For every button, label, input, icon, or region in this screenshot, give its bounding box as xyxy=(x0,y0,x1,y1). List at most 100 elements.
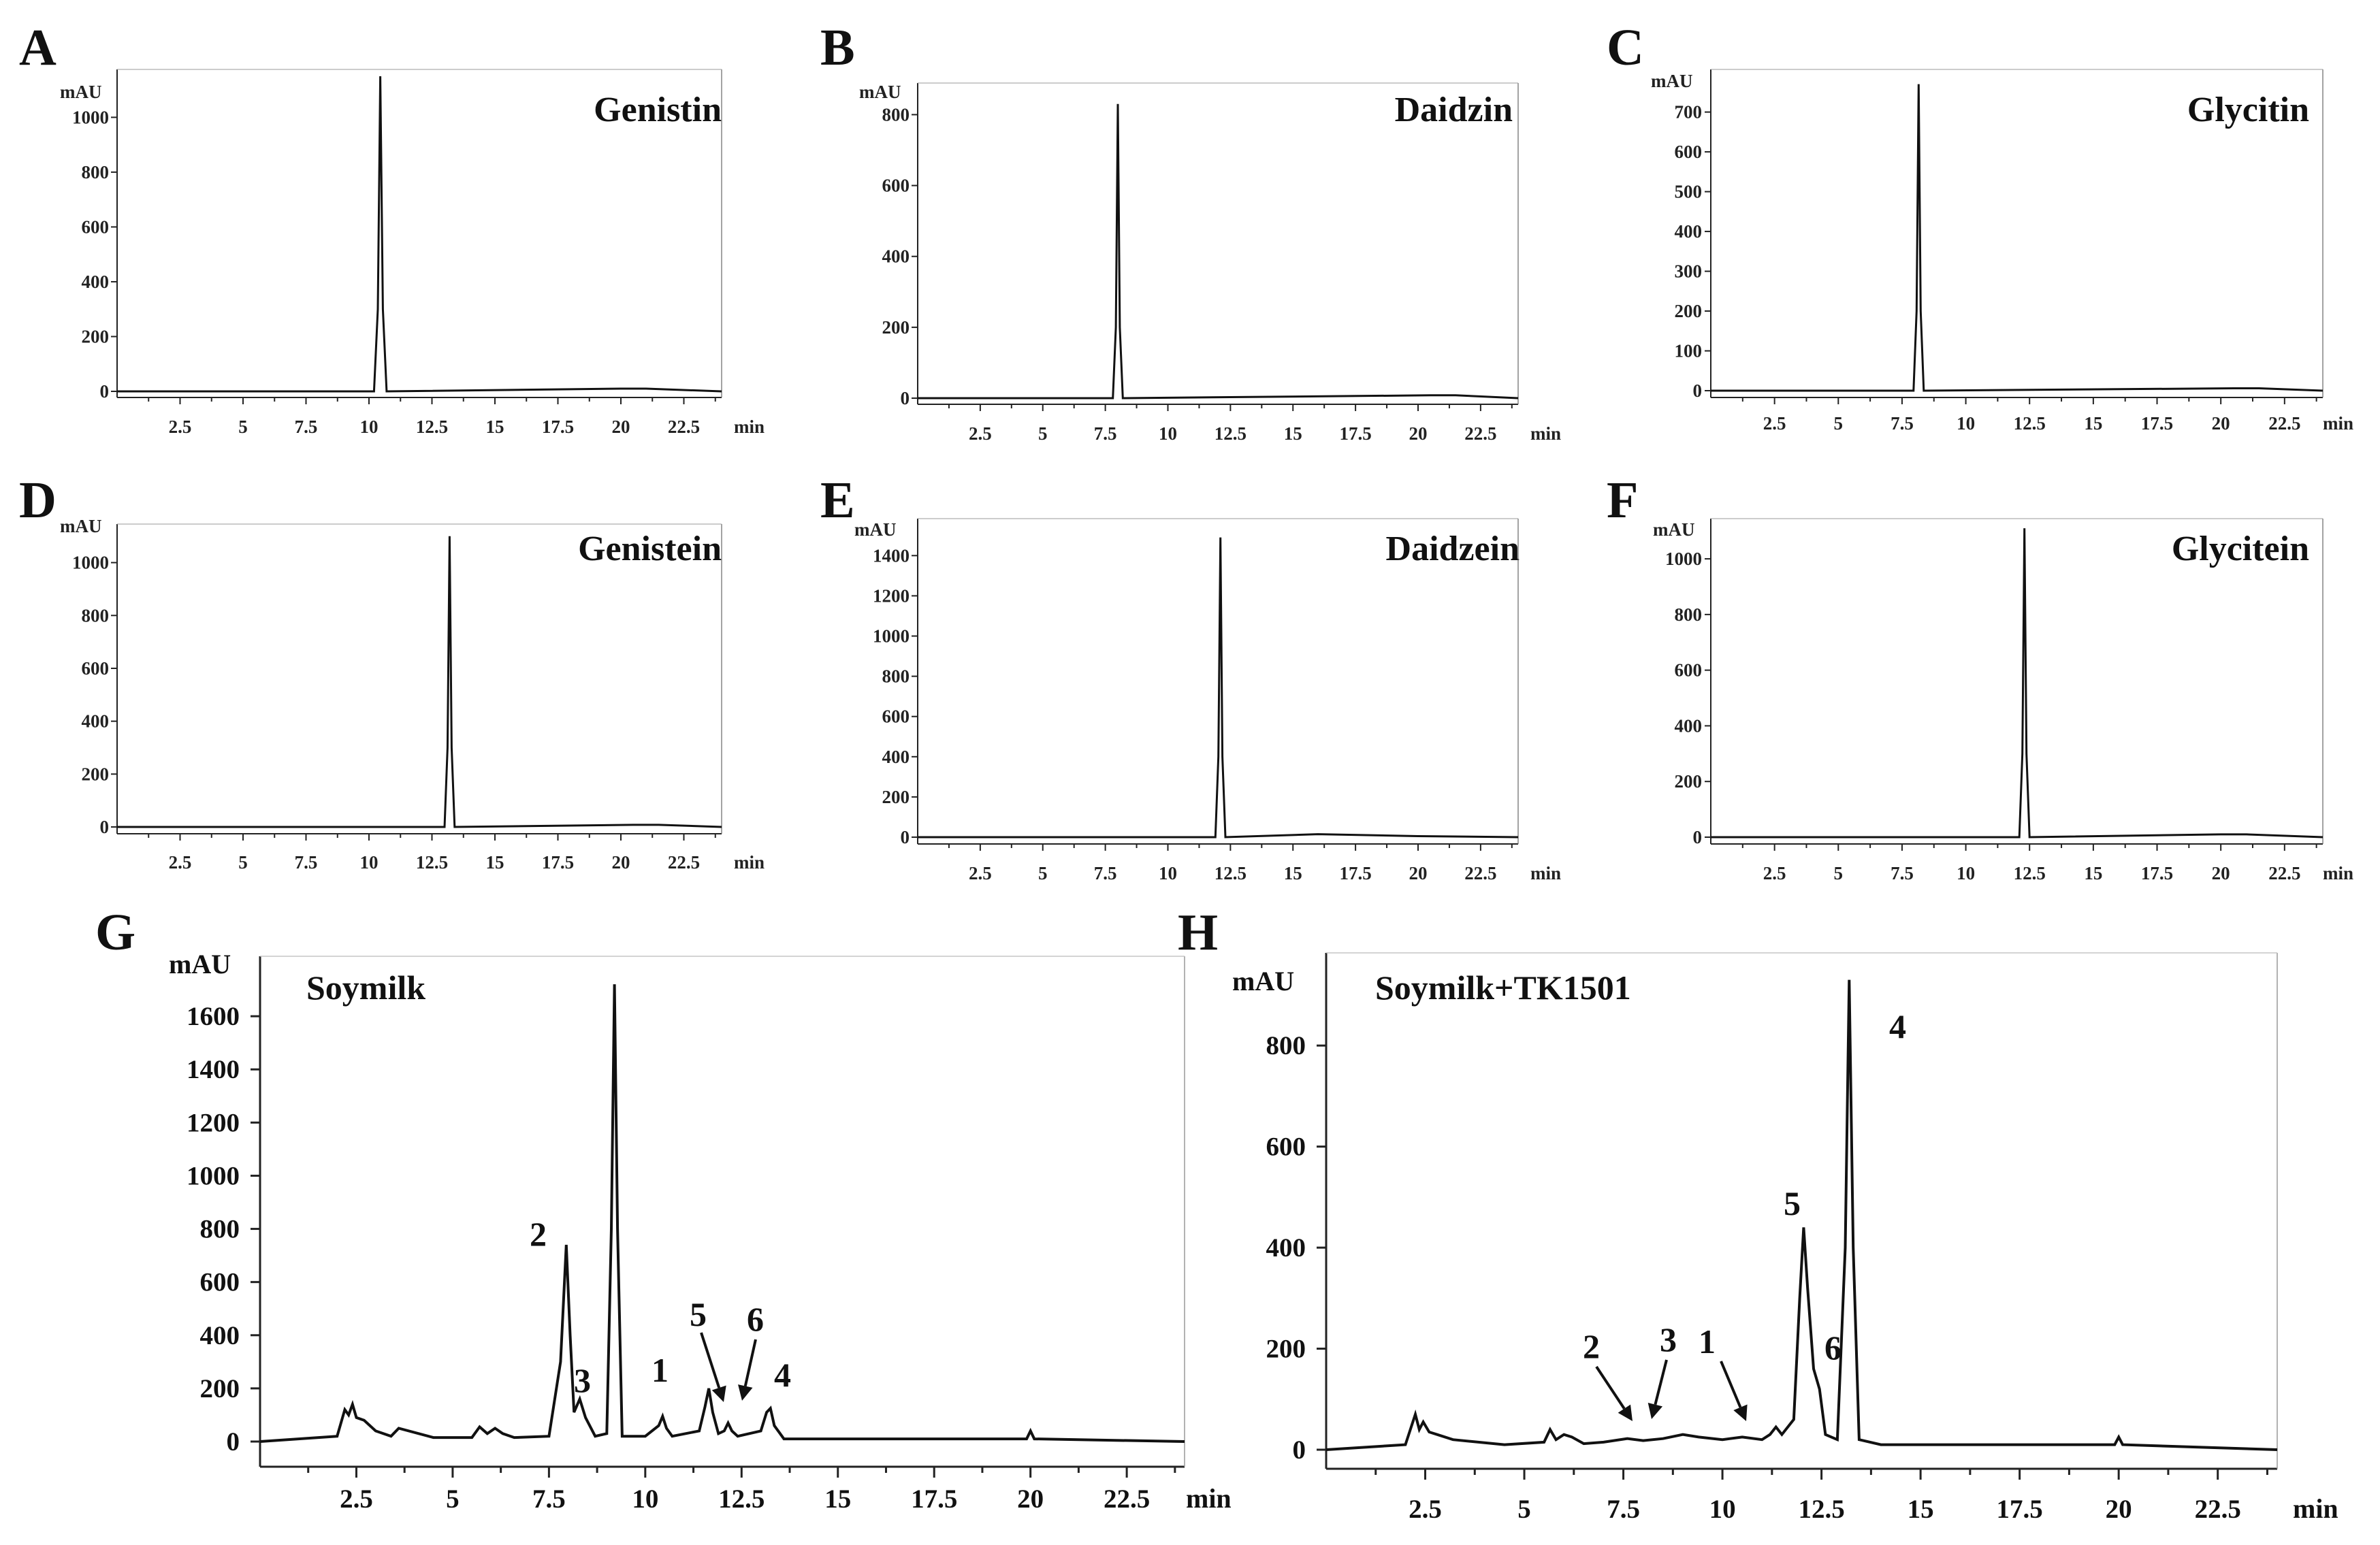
panel-letter: E xyxy=(820,472,855,529)
chromatogram-trace xyxy=(117,536,722,828)
x-tick-label: 15 xyxy=(2084,863,2102,883)
x-tick-label: 5 xyxy=(1038,423,1048,444)
y-tick-labels: 0 200 400 600 800 xyxy=(1266,1031,1306,1465)
x-tick-label: 10 xyxy=(1957,863,1975,883)
x-tick-label: 22.5 xyxy=(1464,423,1496,444)
x-tick-label: 2.5 xyxy=(969,863,992,883)
y-tick-label: 100 xyxy=(1675,341,1703,361)
compound-label: Genistin xyxy=(594,91,722,129)
y-tick-label: 1200 xyxy=(873,585,910,606)
x-tick-label: 17.5 xyxy=(542,417,574,437)
panel-d-genistein: D Genistein mAU min 0 200 400 600 800 1000 2.… xyxy=(19,472,765,873)
compound-label: Daidzein xyxy=(1386,530,1520,568)
x-tick-label: 20 xyxy=(2106,1495,2132,1524)
y-tick-label: 400 xyxy=(882,747,910,767)
arrow-peak-5 xyxy=(700,1332,726,1402)
arrow-peak-3 xyxy=(1647,1359,1668,1419)
compound-label: Soymilk+TK1501 xyxy=(1375,969,1631,1007)
panel-b-daidzin: B Daidzin mAU min 0 200 400 600 800 2.5 5 7.5 1… xyxy=(820,19,1561,444)
x-tick-label: 17.5 xyxy=(2141,863,2173,883)
x-tick-label: 2.5 xyxy=(1763,863,1786,883)
panel-a-genistin: A Genistin mAU min 0 200 400 600 800 1000 2.5… xyxy=(19,19,765,437)
axes xyxy=(251,956,1185,1478)
peak-label-6: 6 xyxy=(1824,1329,1842,1367)
panel-f-glycitein: F Glycitein mAU min 0 200 400 600 800 1000 2.… xyxy=(1607,472,2353,883)
y-tick-label: 400 xyxy=(1675,221,1703,242)
y-tick-label: 0 xyxy=(1293,1435,1306,1465)
x-axis-unit: min xyxy=(2323,413,2353,434)
x-tick-label: 2.5 xyxy=(169,417,192,437)
y-axis-unit: mAU xyxy=(1653,519,1695,540)
x-tick-label: 17.5 xyxy=(911,1484,957,1514)
y-axis-unit: mAU xyxy=(169,949,231,979)
x-tick-label: 22.5 xyxy=(1104,1484,1150,1514)
y-tick-labels: 0 200 400 600 800 1000 xyxy=(72,553,109,837)
chromatogram-trace xyxy=(117,76,722,393)
y-tick-label: 700 xyxy=(1675,102,1703,123)
peak-label-5: 5 xyxy=(1784,1184,1801,1222)
x-tick-label: 7.5 xyxy=(1094,863,1117,883)
arrow-peak-2 xyxy=(1595,1365,1633,1421)
x-tick-label: 20 xyxy=(2212,413,2230,434)
y-tick-label: 600 xyxy=(882,176,910,196)
y-tick-label: 1000 xyxy=(873,626,910,647)
compound-label: Daidzin xyxy=(1395,91,1513,129)
y-tick-label: 600 xyxy=(200,1268,240,1297)
x-tick-label: 5 xyxy=(1834,863,1844,883)
y-tick-label: 0 xyxy=(901,827,910,847)
x-axis-unit: min xyxy=(1530,423,1561,444)
peak-label-6: 6 xyxy=(747,1300,764,1338)
y-axis-unit: mAU xyxy=(1232,966,1294,996)
x-tick-label: 17.5 xyxy=(2141,413,2173,434)
x-tick-label: 10 xyxy=(1709,1495,1736,1524)
x-tick-label: 5 xyxy=(238,852,248,873)
y-tick-label: 1000 xyxy=(72,553,109,573)
y-tick-labels: 0 100 200 300 400 500 600 700 xyxy=(1675,102,1703,401)
x-tick-label: 20 xyxy=(1017,1484,1044,1514)
axes xyxy=(1705,69,2323,404)
x-tick-label: 5 xyxy=(446,1484,460,1514)
x-axis-unit: min xyxy=(734,852,765,873)
axes xyxy=(1317,952,2278,1480)
panel-g-soymilk: G Soymilk mAU min 0 200 400 600 800 1000 1200 1… xyxy=(95,904,1232,1514)
y-tick-label: 500 xyxy=(1675,182,1703,202)
y-tick-label: 400 xyxy=(82,711,110,732)
x-tick-label: 2.5 xyxy=(969,423,992,444)
x-tick-label: 10 xyxy=(1159,423,1177,444)
x-tick-label: 20 xyxy=(612,852,630,873)
x-tick-label: 7.5 xyxy=(1891,863,1914,883)
compound-label: Glycitin xyxy=(2187,91,2309,129)
chromatogram-trace xyxy=(259,984,1185,1443)
peak-label-1: 1 xyxy=(1699,1322,1716,1361)
x-tick-labels: 2.5 5 7.5 10 12.5 15 17.5 20 22.5 xyxy=(1763,413,2301,434)
x-tick-label: 12.5 xyxy=(718,1484,765,1514)
x-axis-unit: min xyxy=(2293,1493,2338,1524)
x-tick-label: 5 xyxy=(1834,413,1844,434)
compound-label: Glycitein xyxy=(2172,530,2309,568)
x-axis-unit: min xyxy=(1530,863,1561,883)
panel-h-soymilk-tk1501: H Soymilk+TK1501 mAU min 0 200 400 600 800 2… xyxy=(1178,904,2338,1524)
x-tick-label: 10 xyxy=(360,417,379,437)
y-tick-label: 200 xyxy=(882,317,910,338)
y-axis-unit: mAU xyxy=(854,519,897,540)
y-tick-label: 800 xyxy=(200,1215,240,1244)
x-tick-labels: 2.5 5 7.5 10 12.5 15 17.5 20 22.5 xyxy=(169,417,701,437)
y-tick-labels: 0 200 400 600 800 1000 1200 1400 xyxy=(873,545,910,847)
axes xyxy=(912,518,1519,851)
panel-letter: B xyxy=(820,19,855,76)
peak-label-1: 1 xyxy=(652,1351,669,1389)
x-tick-label: 15 xyxy=(824,1484,851,1514)
panel-letter: C xyxy=(1607,19,1644,76)
y-tick-label: 200 xyxy=(1675,771,1703,792)
peak-arrows xyxy=(700,1332,757,1402)
panel-e-daidzein: E Daidzein mAU min 0 200 400 600 800 1000 1200… xyxy=(820,472,1561,883)
panel-letter: F xyxy=(1607,472,1638,529)
y-tick-label: 1200 xyxy=(187,1108,240,1137)
y-tick-label: 200 xyxy=(882,787,910,807)
x-tick-label: 12.5 xyxy=(2014,413,2046,434)
y-tick-labels: 0 200 400 600 800 xyxy=(882,104,910,408)
x-tick-labels: 2.5 5 7.5 10 12.5 15 17.5 20 22.5 xyxy=(169,852,701,873)
arrow-peak-1 xyxy=(1720,1361,1748,1421)
arrow-peak-6 xyxy=(738,1339,757,1401)
